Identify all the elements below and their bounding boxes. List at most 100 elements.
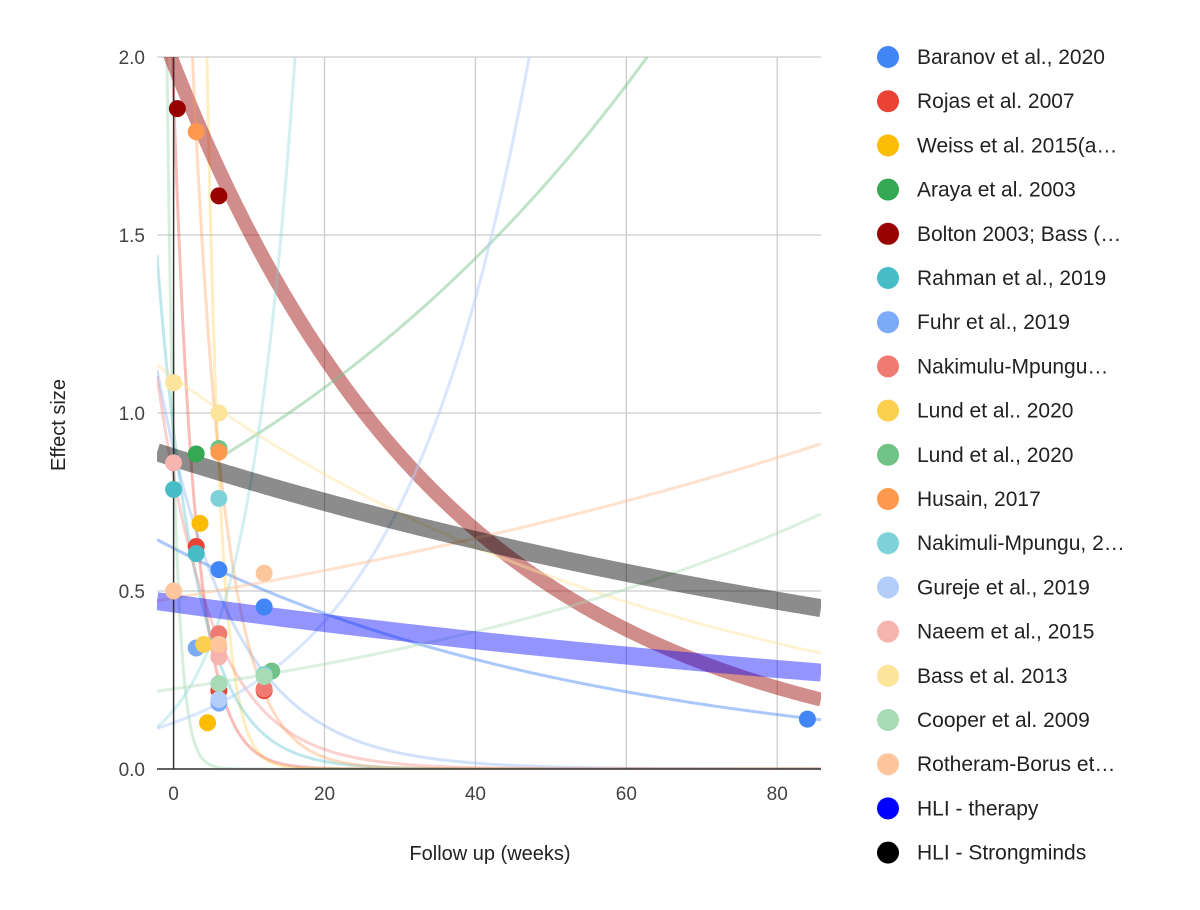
legend-label: HLI - Strongminds [917, 842, 1086, 865]
legend-marker [877, 488, 899, 510]
data-point-series-10 [187, 123, 205, 141]
legend-label: HLI - therapy [917, 797, 1039, 820]
trendline-14 [157, 363, 821, 655]
legend-item: Rahman et al., 2019 [877, 267, 1106, 290]
data-point-series-0 [798, 710, 816, 728]
legend-item: Rotheram-Borus et… [877, 753, 1115, 776]
trendline-1 [170, 57, 821, 769]
legend-label: Rojas et al. 2007 [917, 90, 1075, 113]
legend-marker [877, 841, 899, 864]
legend-marker [877, 709, 899, 731]
y-tick-label: 1.0 [119, 404, 145, 425]
legend-marker [877, 355, 899, 378]
legend-label: Weiss et al. 2015(a… [917, 134, 1117, 157]
legend-marker [877, 90, 899, 113]
legend-marker [877, 399, 899, 422]
legend-item: Bass et al. 2013 [877, 664, 1068, 688]
data-point-series-3 [187, 445, 205, 463]
legend-item: Weiss et al. 2015(a… [877, 134, 1117, 157]
legend-label: Cooper et al. 2009 [917, 709, 1090, 732]
legend-label: Naeem et al., 2015 [917, 621, 1094, 644]
x-tick-label: 20 [314, 784, 335, 805]
trendline-0 [157, 538, 821, 722]
trendline-16 [157, 442, 821, 603]
legend-item: Araya et al. 2003 [877, 178, 1076, 202]
legend-label: Nakimuli-Mpungu, 2… [917, 532, 1125, 555]
trendline-9 [218, 57, 650, 460]
x-tick-label: 80 [767, 784, 788, 805]
data-point-series-5 [165, 481, 183, 499]
data-point-series-5 [187, 545, 205, 563]
legend-label: Gureje et al., 2019 [917, 576, 1090, 599]
legend-label: Rahman et al., 2019 [917, 267, 1106, 290]
legend: Baranov et al., 2020 Rojas et al. 2007 Wei… [877, 46, 1125, 865]
legend-marker [877, 664, 899, 687]
legend-label: Lund et al., 2020 [917, 444, 1073, 467]
axes [157, 57, 821, 770]
data-point-series-14 [165, 374, 183, 392]
gridlines [157, 56, 821, 770]
legend-marker [877, 753, 899, 776]
legend-marker [877, 532, 899, 555]
trendline-4 [163, 57, 821, 707]
legend-marker [877, 576, 899, 599]
legend-marker [877, 443, 899, 466]
legend-marker [877, 222, 899, 245]
legend-marker [877, 178, 899, 201]
data-point-series-16 [165, 582, 183, 600]
legend-marker [877, 797, 899, 820]
legend-item: HLI - Strongminds [877, 841, 1086, 865]
data-point-series-2 [191, 514, 209, 532]
x-tick-label: 60 [616, 784, 637, 805]
y-axis-title: Effect size [48, 379, 70, 471]
data-point [210, 635, 228, 653]
legend-item: Bolton 2003; Bass (… [877, 222, 1121, 246]
legend-label: Fuhr et al., 2019 [917, 311, 1070, 334]
legend-marker [877, 311, 899, 334]
legend-item: HLI - therapy [877, 797, 1039, 820]
data-point-series-4 [168, 100, 186, 118]
data-point-series-16 [255, 564, 273, 582]
legend-item: Gureje et al., 2019 [877, 576, 1090, 599]
data-point-series-15 [210, 675, 228, 693]
trendline-18 [157, 443, 821, 617]
y-tick-label: 1.5 [119, 226, 145, 247]
legend-item: Lund et al.. 2020 [877, 399, 1073, 423]
trendlines [157, 57, 821, 769]
x-axis-title: Follow up (weeks) [409, 843, 570, 865]
data-point-series-15 [255, 667, 273, 685]
data-point-series-14 [210, 404, 228, 422]
data-point-series-11 [210, 489, 228, 507]
legend-marker [877, 46, 899, 68]
data-point-series-2 [199, 714, 217, 732]
data-point-series-12 [210, 691, 228, 709]
legend-item: Nakimuli-Mpungu, 2… [877, 532, 1125, 555]
legend-item: Rojas et al. 2007 [877, 90, 1075, 113]
data-point-series-0 [210, 561, 228, 579]
data-point-series-7 [255, 680, 273, 698]
legend-marker [877, 620, 899, 643]
data-point-series-0 [255, 598, 273, 616]
legend-label: Bolton 2003; Bass (… [917, 223, 1121, 246]
legend-item: Lund et al., 2020 [877, 443, 1073, 467]
legend-label: Rotheram-Borus et… [917, 753, 1115, 776]
x-tick-label: 0 [168, 784, 179, 805]
trendline-2 [205, 57, 821, 769]
legend-label: Nakimulu-Mpungu… [917, 355, 1108, 378]
data-points [165, 100, 816, 732]
data-point-series-10 [210, 443, 228, 461]
legend-item: Fuhr et al., 2019 [877, 311, 1070, 334]
legend-item: Baranov et al., 2020 [877, 46, 1105, 69]
legend-label: Araya et al. 2003 [917, 179, 1076, 202]
y-tick-label: 2.0 [119, 48, 145, 69]
legend-label: Lund et al.. 2020 [917, 400, 1073, 423]
data-point-series-4 [210, 187, 228, 205]
trendline-17 [157, 592, 821, 682]
y-tick-label: 0.5 [119, 582, 145, 603]
data-point-series-13 [165, 454, 183, 472]
legend-label: Bass et al. 2013 [917, 665, 1068, 688]
x-tick-label: 40 [465, 784, 486, 805]
legend-marker [877, 267, 899, 289]
legend-marker [877, 134, 899, 157]
